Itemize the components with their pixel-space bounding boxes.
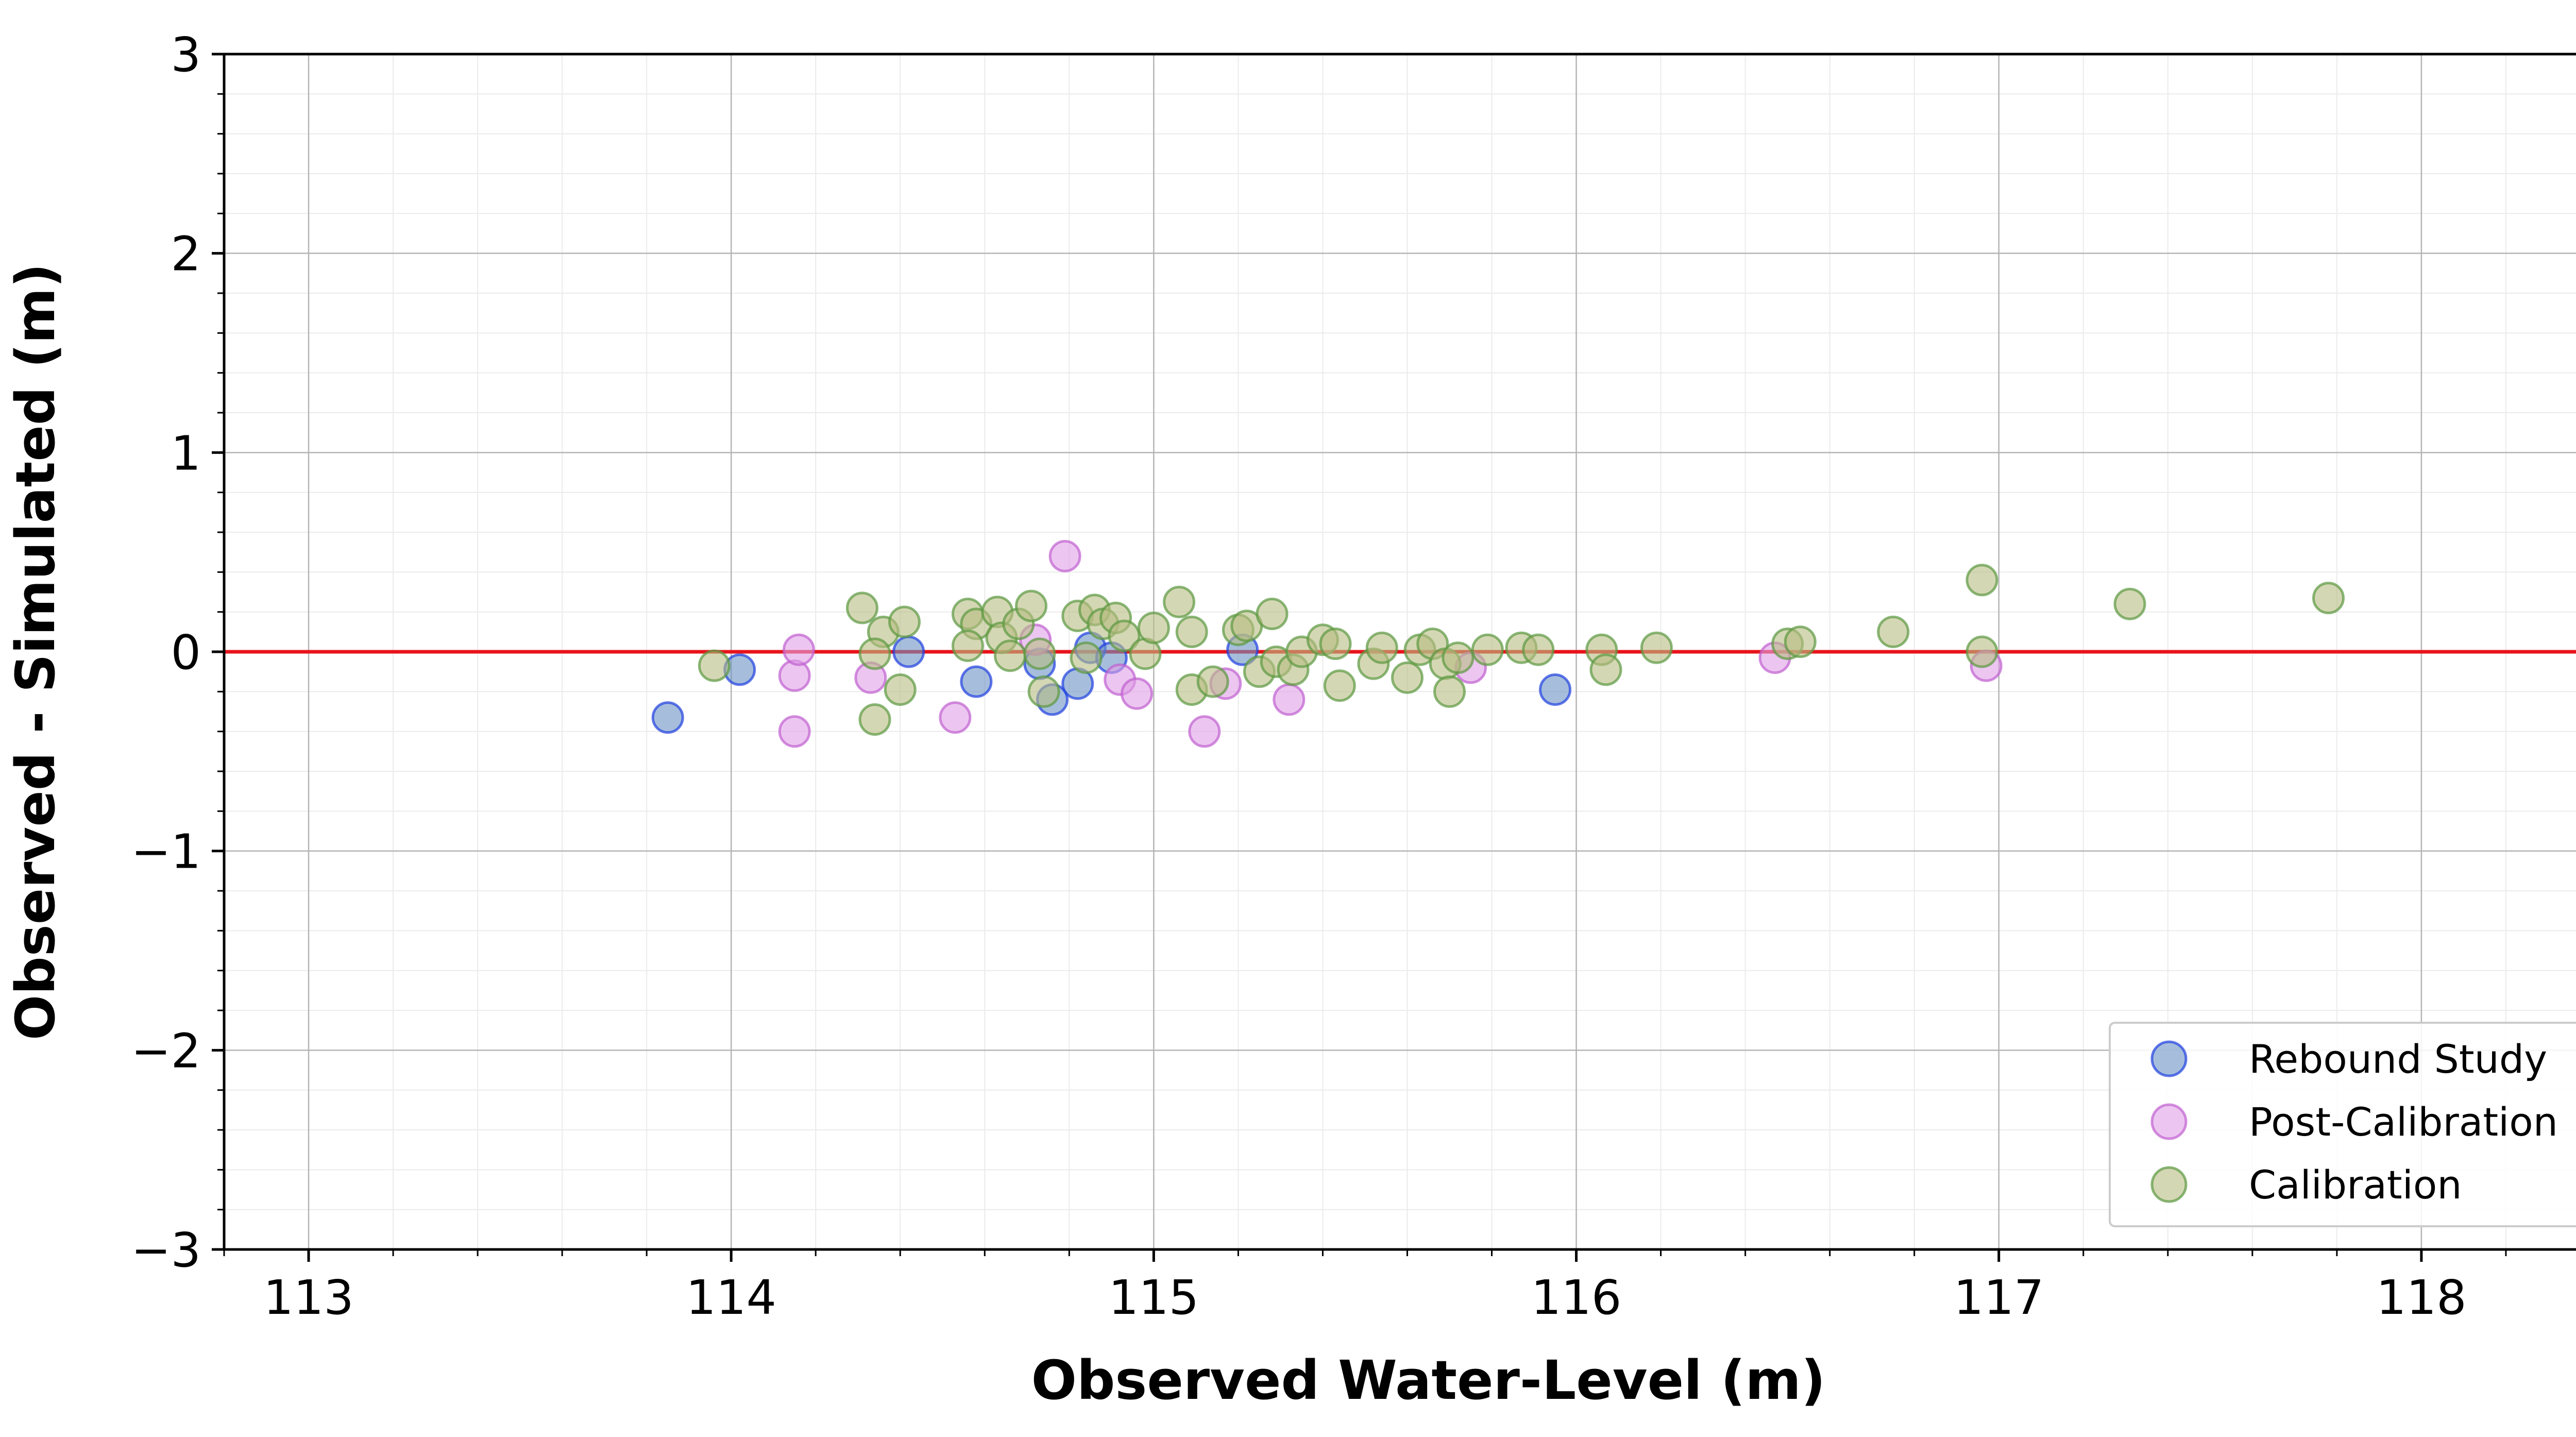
legend: Rebound Study Post-Calibration Calibrati… — [2109, 1022, 2576, 1227]
data-point-calibration — [1256, 598, 1289, 631]
data-point-calibration — [1015, 589, 1048, 622]
data-point-calibration — [1442, 641, 1475, 674]
y-tick-label: 3 — [171, 27, 201, 82]
data-point-calibration — [1965, 564, 1998, 597]
x-tick-label: 114 — [686, 1270, 776, 1325]
data-point-calibration — [1877, 615, 1910, 648]
x-tick-label: 113 — [263, 1270, 354, 1325]
data-points — [651, 539, 2345, 748]
data-point-calibration — [884, 673, 917, 706]
data-point-calibration — [1323, 669, 1356, 702]
data-point-calibration — [1589, 653, 1622, 686]
data-point-rebound-study — [960, 665, 993, 698]
x-axis-label: Observed Water-Level (m) — [1031, 1349, 1826, 1412]
y-axis-label: Observed - Simulated (m) — [4, 263, 67, 1040]
legend-marker-rebound-study — [2150, 1040, 2188, 1077]
x-tick-label: 115 — [1109, 1270, 1199, 1325]
data-point-calibration — [1365, 631, 1398, 664]
data-point-calibration — [952, 629, 985, 662]
data-point-post-calibration — [939, 701, 972, 734]
data-point-calibration — [858, 703, 891, 736]
data-point-post-calibration — [1273, 683, 1306, 716]
legend-label-rebound-study: Rebound Study — [2249, 1036, 2547, 1082]
x-tick-label: 117 — [1954, 1270, 2044, 1325]
data-point-post-calibration — [1121, 677, 1154, 710]
data-point-calibration — [1163, 585, 1196, 618]
data-point-calibration — [858, 637, 891, 670]
data-point-calibration — [1196, 665, 1229, 698]
legend-box — [2109, 1022, 2576, 1227]
data-point-calibration — [1027, 675, 1060, 708]
y-tick-label: 1 — [171, 426, 201, 481]
data-point-calibration — [1471, 633, 1504, 666]
data-point-calibration — [1175, 615, 1208, 648]
legend-marker-calibration — [2150, 1166, 2188, 1203]
data-point-calibration — [845, 591, 878, 624]
data-point-calibration — [1137, 612, 1170, 645]
data-point-post-calibration — [782, 633, 815, 666]
data-point-calibration — [1784, 625, 1817, 658]
data-point-calibration — [994, 639, 1027, 672]
data-point-calibration — [888, 605, 921, 638]
y-tick-label: 2 — [171, 227, 201, 282]
legend-label-post-calibration: Post-Calibration — [2249, 1099, 2558, 1145]
data-point-calibration — [1640, 631, 1673, 664]
data-point-calibration — [698, 649, 731, 682]
data-point-rebound-study — [892, 635, 925, 668]
data-point-calibration — [1965, 635, 1998, 668]
legend-label-calibration: Calibration — [2249, 1162, 2462, 1208]
data-point-post-calibration — [1048, 539, 1081, 572]
tick-labels: 113 114 115 116 117 118 −3 −2 −1 0 1 2 3 — [131, 27, 2466, 1325]
axis-ticks — [212, 53, 2507, 1262]
x-tick-label: 118 — [2376, 1270, 2467, 1325]
data-point-calibration — [2312, 582, 2345, 615]
data-point-post-calibration — [778, 715, 811, 748]
data-point-calibration — [1108, 619, 1141, 652]
data-point-calibration — [1023, 637, 1056, 670]
data-point-calibration — [1433, 675, 1466, 708]
data-point-calibration — [1522, 633, 1555, 666]
y-tick-label: −2 — [131, 1023, 201, 1078]
data-point-post-calibration — [1188, 715, 1221, 748]
y-tick-label: −3 — [131, 1223, 201, 1278]
data-point-calibration — [1391, 661, 1423, 694]
y-tick-label: 0 — [171, 625, 201, 680]
data-point-calibration — [1070, 641, 1103, 674]
x-tick-label: 116 — [1531, 1270, 1622, 1325]
data-point-rebound-study — [651, 701, 684, 734]
legend-marker-post-calibration — [2150, 1103, 2188, 1140]
data-point-calibration — [1319, 628, 1352, 661]
data-point-rebound-study — [1539, 673, 1572, 706]
data-point-calibration — [2113, 587, 2146, 620]
y-tick-label: −1 — [131, 824, 201, 880]
